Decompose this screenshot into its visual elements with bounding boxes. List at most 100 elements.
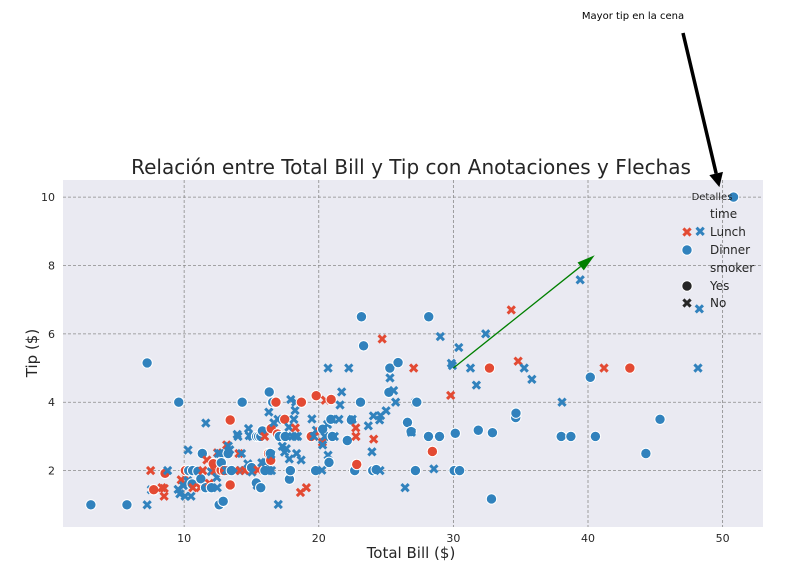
data-point [215, 448, 225, 459]
data-point [347, 414, 357, 424]
point-cross-stroke [481, 329, 491, 339]
x-axis-label: Total Bill ($) [366, 544, 456, 562]
legend-label-lunch: Lunch [710, 225, 746, 239]
data-point [390, 397, 401, 407]
point-cross-stroke [234, 448, 244, 459]
x-tick-label: 20 [312, 532, 326, 545]
data-point [290, 423, 301, 433]
data-point [336, 387, 347, 397]
point-cross-stroke [599, 363, 609, 373]
data-point [247, 467, 257, 477]
point-cross-stroke [336, 387, 347, 397]
point-cross-stroke [290, 423, 301, 433]
data-point [318, 440, 328, 450]
point-cross-stroke [329, 431, 340, 442]
data-point [264, 407, 274, 417]
data-point [334, 414, 344, 424]
data-point [422, 430, 435, 443]
data-point [335, 400, 345, 410]
data-point [317, 465, 327, 475]
data-point [344, 363, 354, 373]
data-point [266, 465, 277, 476]
point-cross-stroke [296, 455, 306, 465]
data-point [264, 465, 274, 476]
data-point [599, 363, 609, 373]
data-point [224, 414, 236, 426]
data-point [483, 362, 496, 374]
point-cross-stroke [409, 363, 419, 373]
data-point [217, 495, 229, 508]
data-point [329, 431, 340, 442]
data-point [351, 431, 361, 442]
data-point [284, 454, 294, 464]
data-point [351, 458, 363, 471]
point-cross-stroke [347, 414, 357, 424]
legend-style-title: smoker [710, 261, 754, 275]
data-point [367, 447, 377, 457]
point-cross-stroke [506, 305, 516, 315]
data-point [584, 371, 596, 383]
data-point [355, 311, 368, 323]
point-cross-stroke [694, 304, 704, 314]
point-cross-stroke [390, 397, 401, 407]
point-cross-stroke [367, 447, 377, 457]
data-point [465, 363, 476, 373]
point-cross-stroke [212, 483, 222, 493]
point-cross-stroke [266, 465, 277, 476]
point-cross-stroke [335, 400, 345, 410]
point-cross-stroke [693, 363, 703, 373]
point-cross-stroke [243, 423, 254, 434]
data-point [175, 489, 185, 499]
data-point [201, 418, 211, 428]
point-cross-stroke [682, 298, 692, 308]
data-point [255, 481, 267, 494]
point-cross-stroke [188, 483, 198, 493]
data-point [381, 406, 391, 416]
data-point [323, 456, 335, 469]
point-cross-stroke [318, 440, 328, 450]
y-axis-label: Tip ($) [23, 329, 41, 378]
data-point [640, 447, 652, 460]
data-point [384, 362, 396, 374]
point-cross-stroke [435, 331, 445, 342]
data-point [183, 445, 193, 455]
point-cross-stroke [682, 227, 692, 237]
data-point [142, 500, 152, 510]
point-cross-stroke [159, 491, 169, 501]
data-point [589, 430, 602, 443]
data-point [159, 491, 169, 501]
point-cross-stroke [381, 406, 391, 416]
data-point [557, 397, 567, 407]
data-point [325, 393, 337, 406]
point-cross-stroke [446, 390, 456, 401]
point-cross-stroke [400, 483, 410, 493]
data-point [693, 363, 703, 373]
data-point [236, 448, 247, 459]
annotation-text: Mayor tip en la cena [582, 11, 684, 22]
data-point [409, 464, 422, 477]
data-point [555, 430, 567, 443]
point-cross-stroke [264, 407, 274, 417]
data-point [292, 431, 303, 442]
data-point [141, 357, 153, 369]
data-point [453, 464, 466, 477]
data-point [295, 396, 308, 408]
point-cross-stroke [385, 373, 395, 383]
point-cross-stroke [406, 427, 417, 437]
point-cross-stroke [447, 360, 458, 371]
point-cross-stroke [513, 356, 523, 366]
data-point [513, 356, 523, 366]
point-cross-stroke [145, 465, 156, 476]
point-cross-stroke [273, 499, 283, 510]
legend-marker-dinner [681, 244, 693, 256]
data-point [162, 465, 173, 476]
annotation-arrows [452, 32, 723, 369]
data-point [351, 423, 361, 433]
data-point [341, 434, 354, 447]
x-tick-label: 40 [581, 532, 595, 545]
point-cross-stroke [264, 465, 274, 476]
data-point [435, 331, 445, 342]
point-cross-stroke [307, 414, 317, 424]
point-cross-stroke [186, 491, 196, 501]
data-point [121, 499, 133, 511]
